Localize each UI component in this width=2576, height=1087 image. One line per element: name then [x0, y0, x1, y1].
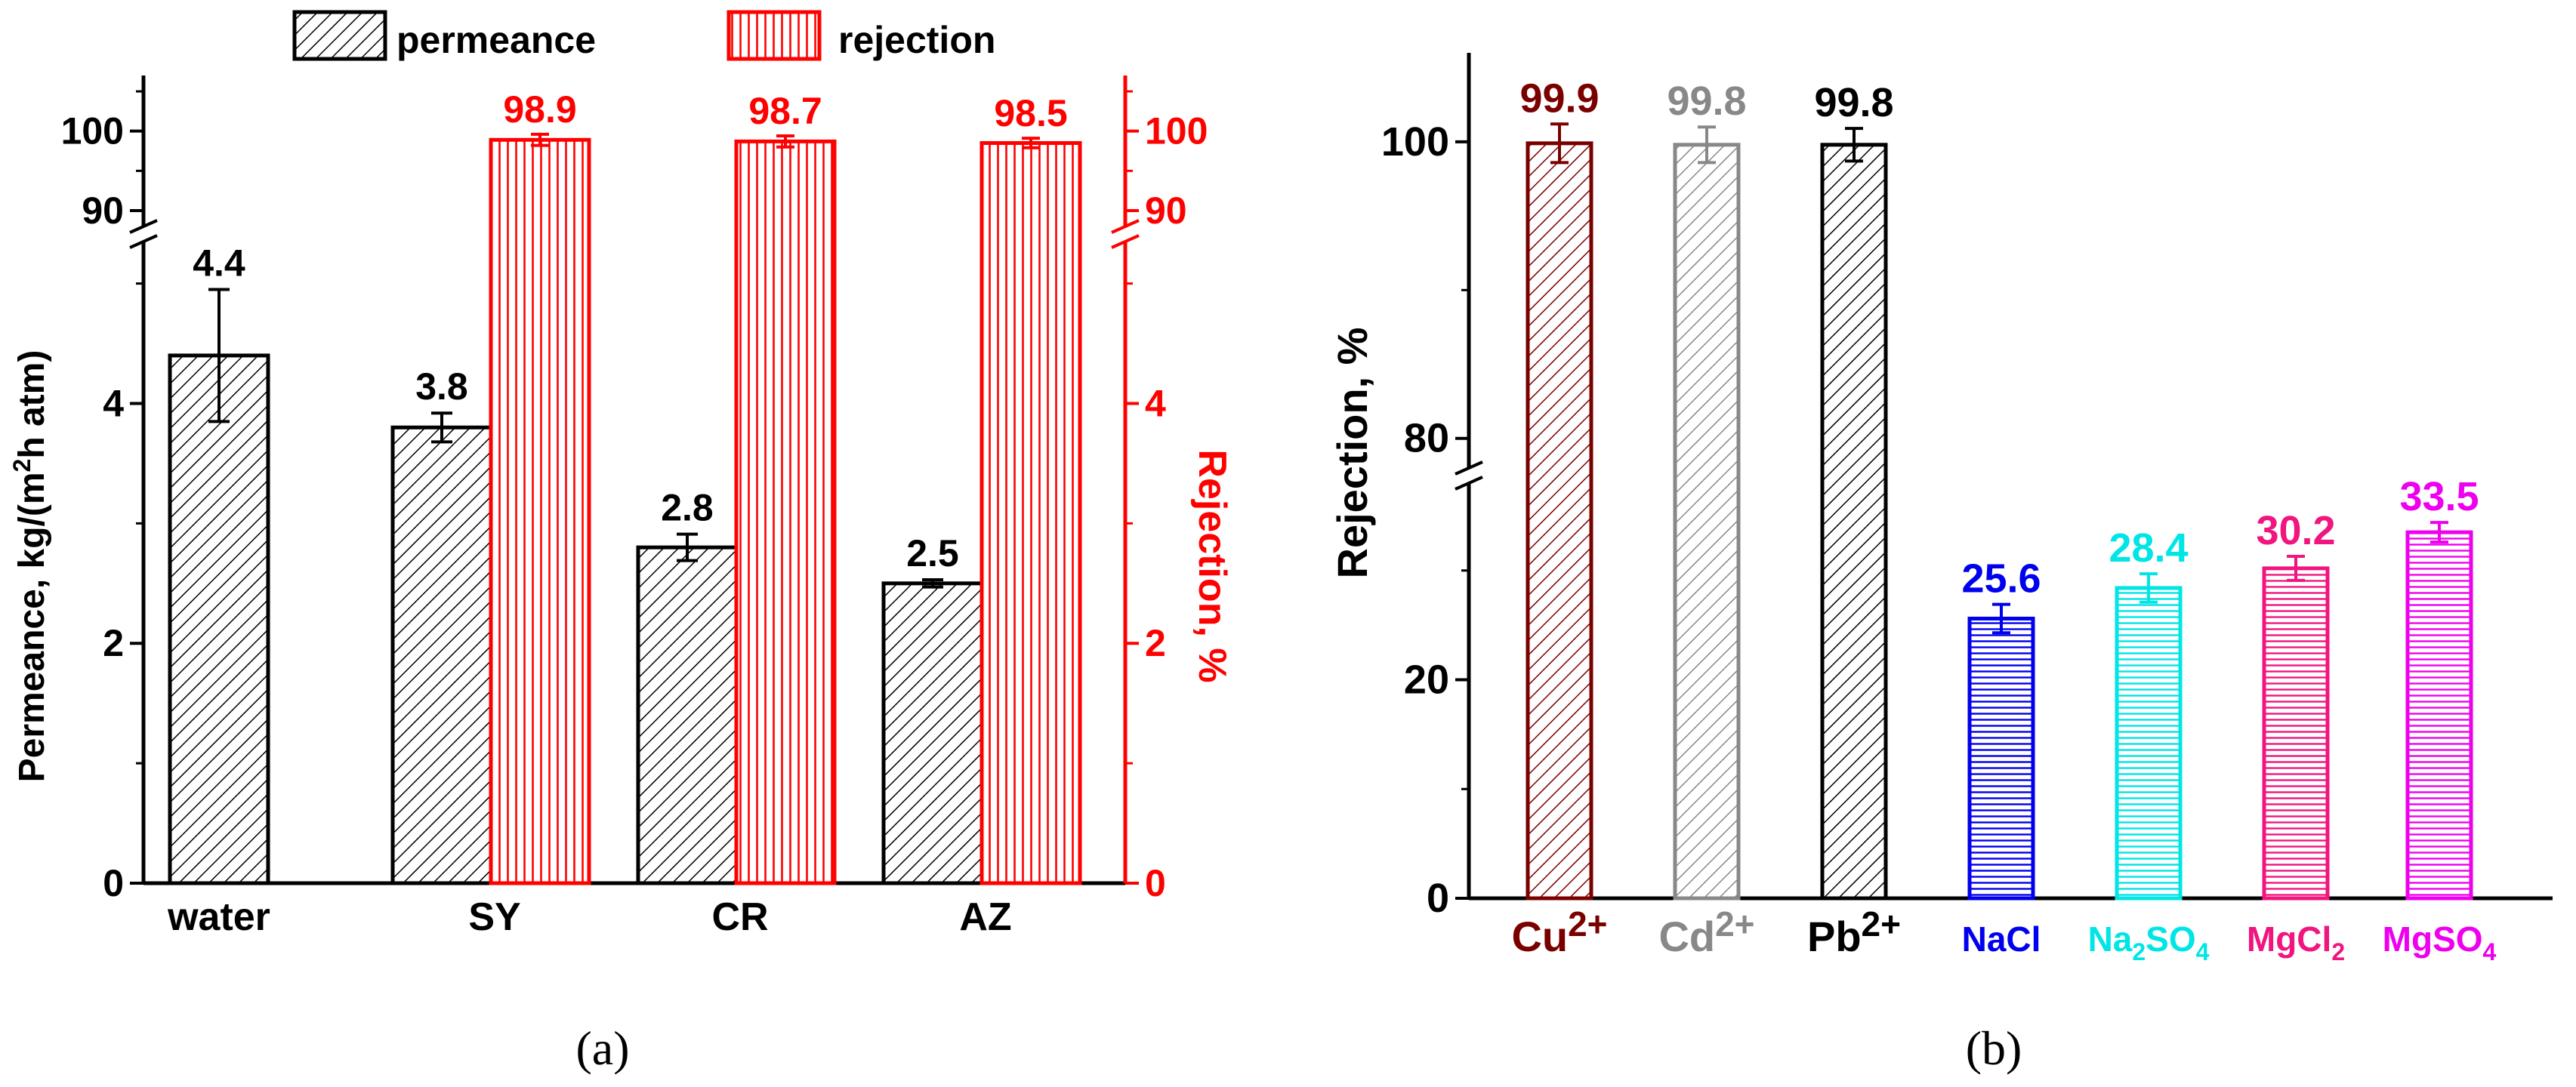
axis-break-mark [1111, 219, 1140, 234]
legend-label-rejection: rejection [838, 19, 995, 61]
y-tick-label-left: 100 [61, 110, 124, 152]
x-tick-label: Na2SO4 [2088, 919, 2210, 965]
value-label-rejection: 98.7 [748, 90, 822, 132]
y-tick-label-left: 0 [103, 862, 124, 904]
legend-label-permeance: permeance [396, 19, 596, 61]
bar-MgSO4 [2405, 530, 2473, 901]
bar-Cd2+ [1673, 143, 1741, 901]
bar-rejection-CR [734, 139, 837, 885]
y-tick-label-right: 100 [1145, 110, 1208, 152]
bar-permeance-AZ [881, 581, 984, 885]
y-tick-label-left: 90 [82, 189, 124, 232]
axis-break-mark [1111, 234, 1140, 249]
y-tick-label-right: 0 [1145, 862, 1166, 904]
panel-a-chart: permeance rejection 0 2 4 90 100 0 2 4 90 100 wate… [8, 10, 1234, 1075]
y-tick-label-right: 4 [1145, 382, 1166, 424]
y-tick-label-left: 2 [103, 622, 124, 664]
x-tick-label: Cd2+ [1658, 904, 1754, 960]
value-label: 25.6 [1961, 556, 2041, 602]
bar-permeance-water [168, 353, 270, 885]
x-tick-label: AZ [959, 895, 1011, 939]
x-tick-label: Pb2+ [1807, 904, 1901, 960]
y-tick-label-left: 4 [103, 382, 124, 424]
legend-swatch-rejection [727, 10, 822, 61]
bar-rejection-AZ [979, 140, 1082, 885]
y-tick-label-right: 90 [1145, 189, 1187, 232]
x-tick-label: water [167, 895, 270, 939]
x-tick-label: Cu2+ [1511, 904, 1607, 960]
legend-swatch-permeance [292, 10, 387, 61]
y-tick-label: 0 [1427, 876, 1449, 921]
axis-break-mark [129, 219, 158, 234]
x-tick-label: MgCl2 [2247, 919, 2345, 965]
x-tick-label: NaCl [1962, 919, 2041, 959]
bar-Pb2+ [1820, 143, 1888, 901]
legend: permeance rejection [292, 10, 995, 61]
y-tick-label: 80 [1404, 416, 1449, 461]
x-tick-label: MgSO4 [2383, 919, 2497, 965]
x-tick-label: SY [468, 895, 520, 939]
bar-permeance-CR [636, 545, 739, 885]
value-label: 33.5 [2399, 474, 2479, 519]
value-label-permeance: 4.4 [193, 242, 245, 285]
value-label: 99.9 [1519, 75, 1599, 121]
value-label: 28.4 [2109, 525, 2188, 571]
value-label: 99.8 [1667, 79, 1746, 124]
bar-NaCl [1967, 616, 2035, 901]
caption-b: (b) [1966, 1021, 2022, 1075]
axis-break-mark [1455, 460, 1483, 476]
y-axis-label-left: Permeance, kg/(m2h atm) [8, 350, 52, 783]
axis-break-mark [1455, 476, 1483, 491]
y-tick-label: 20 [1404, 657, 1449, 703]
axis-break-mark [129, 234, 158, 249]
value-label: 30.2 [2256, 508, 2335, 553]
y-tick-label-right: 2 [1145, 622, 1166, 664]
x-tick-label: CR [711, 895, 768, 939]
value-label-permeance: 2.8 [661, 487, 714, 529]
panel-b-chart: 0 20 80 100 Cu2+ Cd2+ Pb2+ NaCl Na2SO4 MgCl2 MgSO4… [1328, 53, 2553, 1075]
value-label-rejection: 98.5 [994, 92, 1067, 134]
bar-Cu2+ [1526, 141, 1593, 901]
caption-a: (a) [575, 1021, 629, 1075]
y-axis-label-right: Rejection, % [1190, 449, 1234, 682]
bar-rejection-SY [489, 137, 591, 885]
value-label: 99.8 [1814, 80, 1893, 125]
value-label-rejection: 98.9 [503, 88, 576, 131]
bar-MgCl2 [2262, 566, 2330, 901]
bar-Na2SO4 [2115, 586, 2183, 901]
value-label-permeance: 2.5 [906, 532, 959, 574]
bar-permeance-SY [390, 425, 493, 885]
value-label-permeance: 3.8 [415, 365, 468, 408]
y-axis-label: Rejection, % [1328, 328, 1376, 579]
y-tick-label: 100 [1381, 119, 1449, 165]
